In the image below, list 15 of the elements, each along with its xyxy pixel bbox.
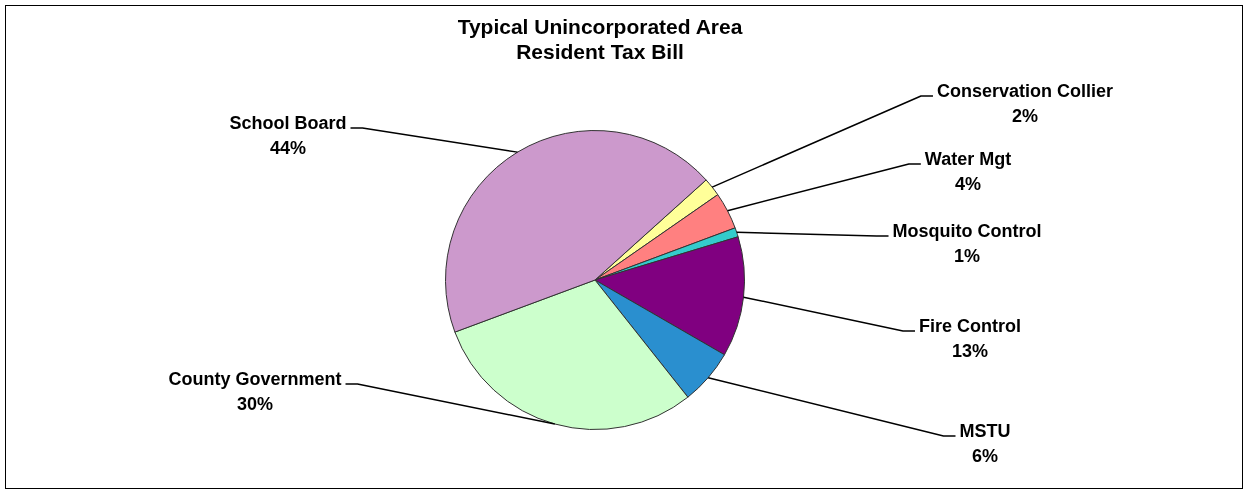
data-label: 13% bbox=[951, 340, 989, 361]
data-label: 44% bbox=[269, 137, 307, 158]
slice-label: School Board bbox=[229, 112, 347, 133]
data-label: 4% bbox=[954, 173, 982, 194]
slice-label: Mosquito Control bbox=[892, 220, 1042, 241]
data-label: 2% bbox=[1011, 105, 1039, 126]
chart-title: Typical Unincorporated Area Resident Tax Bill bbox=[456, 14, 744, 64]
slice-label: Conservation Collier bbox=[936, 80, 1114, 101]
slice-label: Water Mgt bbox=[924, 148, 1012, 169]
data-label: 6% bbox=[971, 445, 999, 466]
data-label: 1% bbox=[953, 245, 981, 266]
data-label: 30% bbox=[236, 393, 274, 414]
slice-label: County Government bbox=[168, 368, 342, 389]
slice-label: MSTU bbox=[959, 420, 1011, 441]
slice-label: Fire Control bbox=[919, 315, 1021, 336]
